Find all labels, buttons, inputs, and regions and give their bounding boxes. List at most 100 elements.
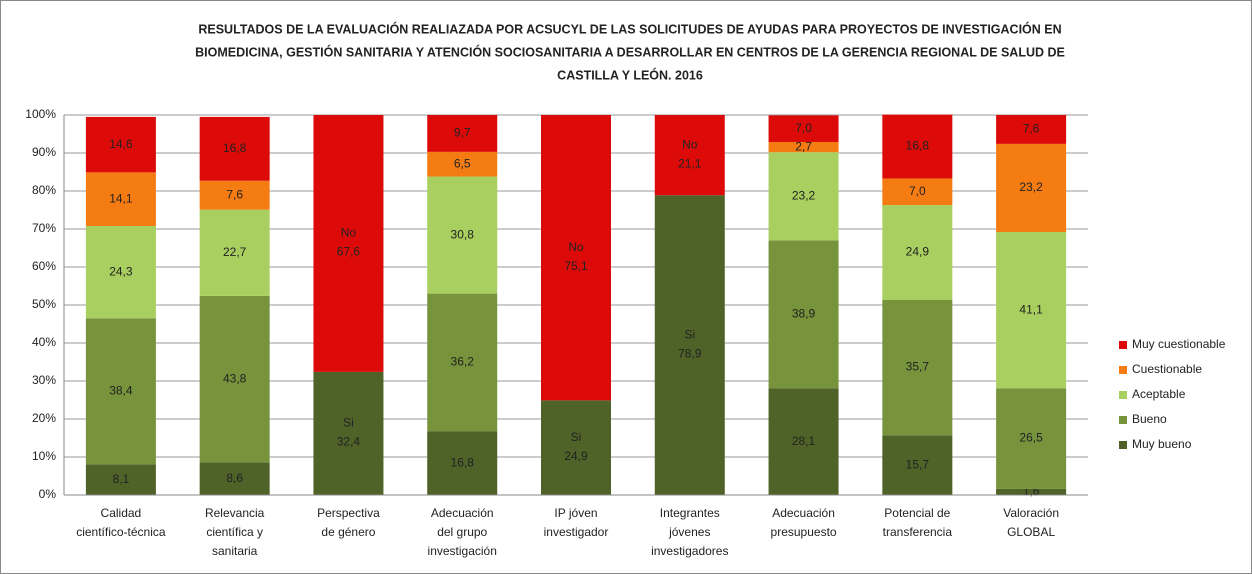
chart-title: BIOMEDICINA, GESTIÓN SANITARIA Y ATENCIÓ… xyxy=(195,44,1065,59)
bar-segment xyxy=(996,143,1067,233)
bar-segment xyxy=(882,114,953,179)
bar-segment xyxy=(768,152,839,241)
value-label: 14,1 xyxy=(109,191,133,205)
bar-segment xyxy=(882,205,953,300)
value-label: 9,7 xyxy=(454,126,471,140)
bar-segment xyxy=(996,232,1067,389)
value-label: 23,2 xyxy=(1019,180,1043,194)
x-tick-label: Integrantes xyxy=(660,506,720,520)
bar-segment xyxy=(199,295,270,463)
x-tick-label: de género xyxy=(321,525,375,539)
value-label: 24,9 xyxy=(906,245,930,259)
value-label: 15,7 xyxy=(906,457,930,471)
value-label: 43,8 xyxy=(223,371,247,385)
bar-segment xyxy=(654,115,725,196)
legend-label: Muy cuestionable xyxy=(1132,337,1226,351)
value-label: 22,7 xyxy=(223,245,247,259)
value-label: 7,0 xyxy=(795,121,812,135)
value-label: 7,0 xyxy=(909,184,926,198)
segment-prefix: Si xyxy=(343,416,354,430)
segment-prefix: No xyxy=(341,226,357,240)
legend-swatch xyxy=(1119,416,1127,424)
bar-segment xyxy=(313,115,384,372)
value-label: 67,6 xyxy=(337,245,361,259)
bar-segment xyxy=(85,464,156,495)
value-label: 35,7 xyxy=(906,360,930,374)
bar-segment xyxy=(313,371,384,495)
x-tick-label: Perspectiva xyxy=(317,506,380,520)
bar-segment xyxy=(882,435,953,495)
y-tick-label: 20% xyxy=(32,411,56,425)
value-label: 28,1 xyxy=(792,434,816,448)
y-tick-label: 60% xyxy=(32,259,56,273)
y-tick-label: 40% xyxy=(32,335,56,349)
bar-segment xyxy=(996,115,1067,144)
segment-prefix: Si xyxy=(684,327,695,341)
chart-title: RESULTADOS DE LA EVALUACIÓN REALIAZADA P… xyxy=(198,21,1061,36)
y-tick-label: 70% xyxy=(32,221,56,235)
value-label: 24,9 xyxy=(564,449,588,463)
legend-label: Muy bueno xyxy=(1132,437,1192,451)
bar-segment xyxy=(199,209,270,296)
x-tick-label: GLOBAL xyxy=(1007,525,1055,539)
x-tick-label: presupuesto xyxy=(771,525,837,539)
bar-segment xyxy=(882,178,953,206)
value-label: 75,1 xyxy=(564,259,588,273)
x-tick-label: Calidad xyxy=(101,506,142,520)
x-tick-label: investigador xyxy=(544,525,609,539)
bar-segment xyxy=(85,116,156,173)
value-label: 6,5 xyxy=(454,156,471,170)
x-tick-label: del grupo xyxy=(437,525,487,539)
x-tick-label: Adecuación xyxy=(431,506,494,520)
bar-segment xyxy=(427,176,498,294)
bar-segment xyxy=(541,115,611,401)
bar-segment xyxy=(427,293,498,432)
x-tick-label: científica y xyxy=(206,525,263,539)
x-tick-label: sanitaria xyxy=(212,544,258,558)
value-label: 41,1 xyxy=(1019,302,1043,316)
bar-segment xyxy=(541,400,611,495)
x-tick-label: investigación xyxy=(428,544,497,558)
value-label: 2,7 xyxy=(795,139,812,153)
bar-segment xyxy=(199,116,270,181)
bar-segment xyxy=(85,318,156,465)
x-tick-label: investigadores xyxy=(651,544,728,558)
y-tick-label: 90% xyxy=(32,145,56,159)
x-tick-label: transferencia xyxy=(883,525,953,539)
segment-prefix: Si xyxy=(571,430,582,444)
bar-segment xyxy=(768,141,839,153)
value-label: 23,2 xyxy=(792,188,816,202)
bar-segment xyxy=(427,431,498,495)
value-label: 38,9 xyxy=(792,306,816,320)
legend-label: Cuestionable xyxy=(1132,362,1202,376)
legend-swatch xyxy=(1119,341,1127,349)
value-label: 14,6 xyxy=(109,137,133,151)
bar-segment xyxy=(427,115,498,152)
segment-prefix: No xyxy=(568,240,584,254)
bar-segment xyxy=(85,172,156,226)
bar-segment xyxy=(768,388,839,495)
y-tick-label: 30% xyxy=(32,373,56,387)
bar-segment xyxy=(996,388,1067,489)
value-label: 21,1 xyxy=(678,156,702,170)
x-tick-label: científico-técnica xyxy=(76,525,166,539)
value-label: 8,1 xyxy=(113,472,130,486)
value-label: 24,3 xyxy=(109,264,133,278)
value-label: 36,2 xyxy=(451,355,475,369)
bar-segment xyxy=(996,488,1067,495)
value-label: 8,6 xyxy=(226,471,243,485)
value-label: 30,8 xyxy=(451,227,475,241)
value-label: 16,8 xyxy=(451,455,475,469)
bar-segment xyxy=(882,299,953,436)
chart-title: CASTILLA Y LEÓN. 2016 xyxy=(557,67,703,82)
x-tick-label: Adecuación xyxy=(772,506,835,520)
y-tick-label: 100% xyxy=(25,107,56,121)
y-tick-label: 80% xyxy=(32,183,56,197)
value-label: 78,9 xyxy=(678,346,702,360)
value-label: 7,6 xyxy=(226,187,243,201)
bar-segment xyxy=(199,180,270,210)
x-tick-label: IP jóven xyxy=(554,506,597,520)
bar-segment xyxy=(768,240,839,389)
legend-swatch xyxy=(1119,391,1127,399)
